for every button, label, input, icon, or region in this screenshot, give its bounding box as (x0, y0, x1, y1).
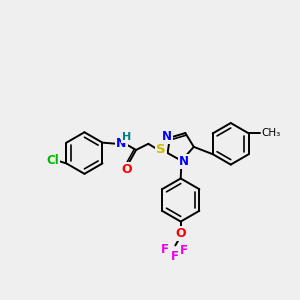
Text: N: N (179, 155, 189, 168)
Text: O: O (122, 164, 132, 176)
Text: O: O (176, 226, 186, 240)
Text: F: F (161, 243, 169, 256)
Text: Cl: Cl (46, 154, 59, 167)
Text: N: N (116, 137, 127, 150)
Text: F: F (180, 244, 188, 256)
Text: H: H (122, 132, 131, 142)
Text: N: N (162, 130, 172, 143)
Text: S: S (156, 143, 166, 157)
Text: F: F (170, 250, 178, 263)
Text: CH₃: CH₃ (261, 128, 280, 138)
